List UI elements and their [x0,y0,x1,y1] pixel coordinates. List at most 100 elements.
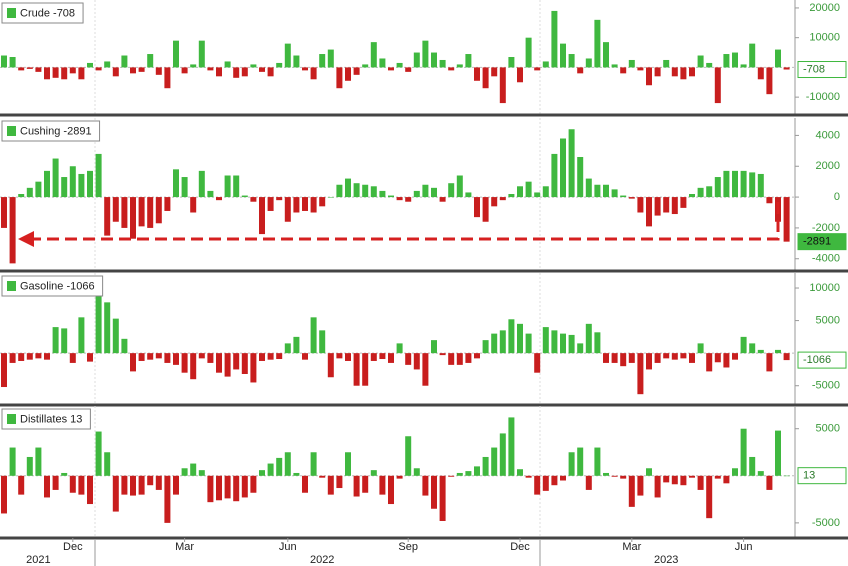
y-tick-label: 4000 [816,129,840,141]
bar [757,471,764,476]
bar [44,67,50,80]
bar [603,42,609,68]
bar [714,177,721,198]
legend-box [1,120,101,142]
x-tick-label: Dec [63,541,83,553]
legend-name: Gasoline [20,280,63,292]
bar [155,475,162,490]
bar [431,187,437,198]
bar [26,187,33,198]
bar [517,67,523,83]
bar [431,52,437,68]
bar [697,55,704,68]
bar [671,475,678,485]
bar [525,37,532,68]
bar [345,67,351,81]
bar [577,157,584,198]
bar [1,475,7,514]
bar [336,353,343,359]
bar [680,67,687,80]
bar [499,67,506,104]
bar [482,340,489,354]
bar [482,456,489,476]
last-value-label: -2891 [803,236,831,248]
bar [431,340,437,354]
bar [422,475,429,496]
bar [646,353,652,370]
x-tick-label: Mar [622,541,641,553]
bar [783,197,790,242]
bar [276,62,283,68]
legend: Gasoline -1066 [1,275,104,297]
bar [517,323,523,354]
bar [603,472,609,476]
bar [138,475,145,495]
bar [44,475,50,498]
bar [671,197,678,215]
bar [95,431,102,476]
bar [95,67,102,71]
bar [757,67,764,80]
bar [766,353,773,372]
legend-value: -2891 [63,125,91,137]
bar [654,353,661,363]
bar [628,353,635,363]
bar [138,67,145,72]
bar [104,452,111,476]
bar [585,58,592,68]
last-value-label: -1066 [803,354,831,366]
bar [637,67,644,71]
legend-swatch [7,126,16,136]
bar [697,475,704,490]
bar [9,353,16,363]
bar [164,67,171,89]
bar [336,475,343,489]
legend-box [1,408,91,430]
bar [646,468,652,476]
bar [551,10,558,68]
bar [757,173,764,198]
bar [241,475,248,498]
bar [95,153,102,198]
bar [164,475,171,523]
bar [241,67,248,77]
bar [164,353,171,363]
bar [250,353,257,383]
bar [620,195,627,198]
bar [284,43,291,68]
legend-label: Distillates 13 [20,413,82,425]
bar [250,475,257,493]
bar [439,475,446,521]
y-tick-label: 0 [834,191,840,203]
bar [78,475,85,495]
bar [95,293,102,354]
bar [542,61,549,68]
bar [465,471,472,476]
bar [353,353,360,386]
bar [568,129,575,198]
bar [147,353,154,360]
bar [663,59,670,68]
legend-swatch [7,8,16,18]
bar [783,353,790,361]
y-tick-label: -4000 [812,253,840,265]
bar [396,62,403,68]
x-tick-label: Sep [398,541,418,553]
bar [35,67,42,72]
bar [697,343,704,354]
bar [775,49,781,68]
bar [560,475,566,481]
bar [499,433,506,476]
bar [353,67,360,75]
bar [740,64,747,68]
bar [456,64,463,68]
bar [620,475,627,479]
bar [130,197,136,239]
bar [181,67,188,74]
bar [78,173,85,198]
bar [663,475,670,483]
bar [577,67,584,74]
bar [689,475,695,478]
bar [61,328,68,354]
bar [35,353,42,359]
